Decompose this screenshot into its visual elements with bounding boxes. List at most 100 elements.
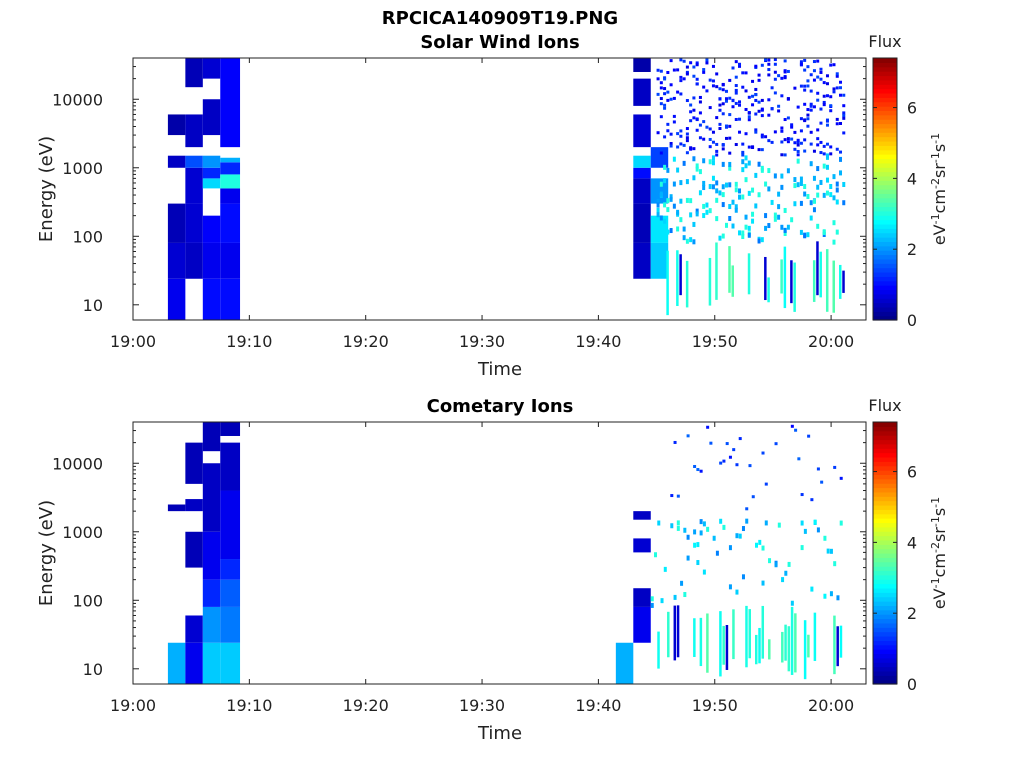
- colorbar-segment: [873, 666, 897, 672]
- colorbar-segment: [873, 491, 897, 497]
- heatmap-cell: [666, 250, 669, 316]
- x-tick-label: 20:00: [808, 696, 854, 715]
- heatmap-cell: [835, 72, 839, 76]
- x-tick-label: 19:30: [459, 332, 505, 351]
- colorbar-segment: [873, 197, 897, 203]
- heatmap-cell: [656, 68, 660, 72]
- heatmap-cell: [780, 76, 784, 80]
- heatmap-cell: [757, 161, 761, 167]
- heatmap-cell: [669, 141, 673, 145]
- heatmap-cell: [734, 143, 738, 147]
- colorbar-segment: [873, 522, 897, 528]
- heatmap-cell: [650, 602, 654, 608]
- heatmap-cell: [672, 181, 676, 187]
- heatmap-cell: [689, 61, 693, 65]
- heatmap-cell: [663, 92, 667, 96]
- y-axis-label: Energy (eV): [36, 500, 57, 606]
- heatmap-cell: [682, 59, 686, 63]
- heatmap-cell: [718, 108, 722, 112]
- heatmap-cell: [633, 155, 651, 168]
- heatmap-cell: [757, 73, 761, 77]
- heatmap-cell: [185, 531, 203, 568]
- heatmap-cell: [829, 548, 833, 554]
- y-tick-label: 10000: [52, 454, 103, 473]
- heatmap-cell: [633, 242, 651, 279]
- heatmap-cell: [685, 179, 689, 185]
- heatmap-cell: [839, 156, 843, 162]
- heatmap-cell: [724, 99, 728, 103]
- heatmap-cell: [728, 165, 732, 171]
- heatmap-cell: [806, 117, 810, 121]
- heatmap-cell: [799, 62, 803, 66]
- heatmap-cell: [685, 136, 689, 140]
- heatmap-cell: [796, 143, 800, 147]
- heatmap-cell: [794, 613, 797, 673]
- heatmap-cell: [783, 59, 787, 63]
- heatmap-cell: [773, 58, 777, 62]
- heatmap-cell: [799, 176, 803, 182]
- heatmap-cell: [806, 124, 810, 128]
- heatmap-cell: [220, 490, 241, 560]
- heatmap-cell: [786, 116, 790, 120]
- heatmap-cell: [705, 202, 709, 208]
- heatmap-cell: [780, 126, 784, 130]
- colorbar-segment: [873, 539, 897, 545]
- heatmap-cell: [654, 552, 658, 558]
- colorbar-segment: [873, 544, 897, 550]
- heatmap-cell: [702, 185, 706, 191]
- heatmap-cell: [728, 161, 732, 167]
- heatmap-cell: [812, 60, 816, 64]
- heatmap-cell: [832, 220, 836, 226]
- heatmap-cell: [679, 134, 683, 138]
- heatmap-cell: [833, 615, 836, 675]
- heatmap-cell: [633, 606, 651, 643]
- heatmap-cell: [715, 85, 719, 89]
- heatmap-cell: [790, 125, 794, 129]
- heatmap-cell: [663, 103, 667, 107]
- heatmap-cell: [819, 140, 823, 144]
- colorbar-segment: [873, 245, 897, 251]
- heatmap-cell: [786, 69, 790, 73]
- heatmap-cell: [758, 627, 761, 664]
- heatmap-cell: [751, 211, 755, 217]
- colorbar-segment: [873, 456, 897, 462]
- heatmap-cell: [741, 150, 745, 154]
- heatmap-cell: [783, 118, 787, 122]
- heatmap-cell: [676, 132, 680, 136]
- heatmap-cell: [760, 133, 764, 137]
- heatmap-cell: [672, 96, 676, 100]
- x-tick-label: 19:00: [110, 696, 156, 715]
- heatmap-cell: [748, 609, 751, 659]
- heatmap-cell: [786, 168, 790, 174]
- heatmap-cell: [790, 424, 794, 428]
- colorbar: 0 2 4 6: [872, 421, 917, 694]
- heatmap-cell: [803, 620, 807, 680]
- heatmap-cell: [755, 634, 758, 665]
- heatmap-cell: [761, 545, 765, 551]
- heatmap-cell: [835, 229, 839, 235]
- heatmap-cell: [835, 74, 839, 78]
- heatmap-cell: [747, 111, 751, 115]
- heatmap-cell: [842, 104, 846, 108]
- heatmap-cell: [220, 162, 241, 175]
- heatmap-cell: [764, 181, 768, 187]
- heatmap-cell: [705, 209, 709, 215]
- heatmap-cell: [839, 80, 843, 84]
- heatmap-cell: [734, 207, 738, 213]
- heatmap-cell: [825, 142, 829, 146]
- heatmap-cell: [790, 260, 793, 304]
- heatmap-cell: [708, 145, 712, 149]
- heatmap-cell: [784, 624, 787, 661]
- colorbar-segment: [873, 670, 897, 676]
- colorbar-segment: [873, 662, 897, 668]
- heatmap-cell: [825, 153, 829, 159]
- colorbar-segment: [873, 574, 897, 580]
- heatmap-cell: [809, 102, 813, 106]
- heatmap-cell: [656, 198, 660, 204]
- heatmap-cell: [711, 79, 715, 83]
- colorbar-segment: [873, 263, 897, 269]
- heatmap-cell: [728, 151, 732, 155]
- heatmap-cell: [692, 116, 696, 120]
- heatmap-cell: [676, 525, 680, 531]
- heatmap-cell: [793, 183, 797, 189]
